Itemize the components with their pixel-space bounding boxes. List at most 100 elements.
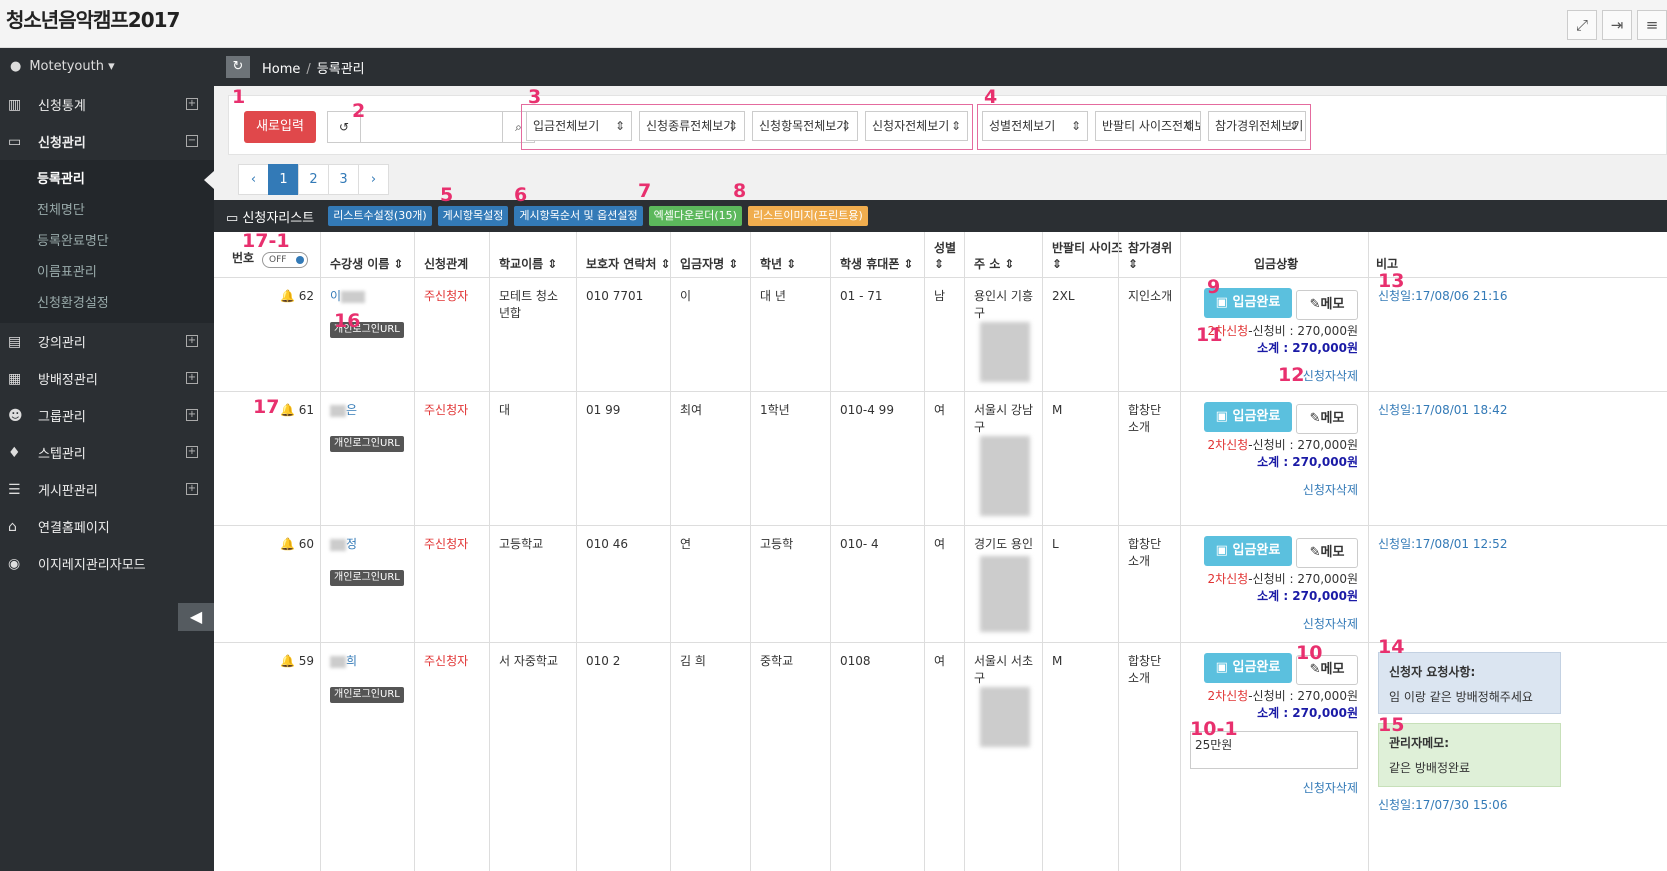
annotation: 2 (352, 100, 366, 122)
annotation: 10 (1296, 642, 1323, 664)
filter-gender[interactable]: 성별전체보기 (982, 111, 1088, 141)
toolbar: 새로입력 ↺ ⌕ 입금전체보기 신청종류전체보기 신청항목전체보기 신청자전체보… (228, 95, 1667, 155)
filter-route[interactable]: 참가경위전체보기 (1208, 111, 1306, 141)
memo-text[interactable]: 25만원 (1190, 731, 1358, 769)
payment-complete-button[interactable]: ▣ 입금완료 (1204, 402, 1292, 432)
annotation: 5 (440, 184, 454, 206)
sidebar-item-apply[interactable]: ▭ 신청관리 − (0, 123, 214, 160)
bell-icon: 🔔 (280, 289, 295, 303)
delete-applicant-link[interactable]: 신청자삭제 (1302, 369, 1358, 383)
submenu-item-complete[interactable]: 등록완료명단 (37, 234, 109, 249)
plus-icon[interactable]: + (186, 98, 198, 110)
refresh-icon[interactable]: ↻ (226, 56, 250, 78)
sidebar-item-group[interactable]: ☻ 그룹관리 + (8, 407, 198, 425)
logout-icon[interactable]: ⇥ (1602, 10, 1632, 40)
login-url-button[interactable]: 개인로그인URL (330, 687, 404, 703)
login-url-button[interactable]: 개인로그인URL (330, 322, 404, 338)
memo-button[interactable]: ✎메모 (1296, 290, 1358, 320)
breadcrumb: ↻ Home / 등록관리 (214, 48, 1667, 86)
login-url-button[interactable]: 개인로그인URL (330, 436, 404, 452)
payment-complete-button[interactable]: ▣ 입금완료 (1204, 653, 1292, 683)
filter-apply-item[interactable]: 신청항목전체보기 (752, 111, 858, 141)
column-settings-button[interactable]: 게시항목설정 (437, 206, 509, 226)
list-title: 신청자리스트 (242, 210, 315, 226)
memo-button[interactable]: ✎메모 (1296, 404, 1358, 434)
menu-icon[interactable]: ≡ (1637, 10, 1667, 40)
filter-shirt-size[interactable]: 반팔티 사이즈전체보기 (1095, 111, 1201, 141)
memo-button[interactable]: ✎메모 (1296, 538, 1358, 568)
plus-icon[interactable]: + (186, 483, 198, 495)
annotation: 11 (1196, 324, 1223, 346)
search-input[interactable] (361, 111, 503, 143)
delete-applicant-link[interactable]: 신청자삭제 (1302, 781, 1358, 795)
minus-icon[interactable]: − (186, 135, 198, 147)
filter-group-a: 입금전체보기 신청종류전체보기 신청항목전체보기 신청자전체보기 (521, 104, 973, 150)
filter-group-b: 성별전체보기 반팔티 사이즈전체보기 참가경위전체보기 (977, 104, 1311, 150)
student-name[interactable]: 이 (330, 288, 366, 305)
plus-icon[interactable]: + (186, 446, 198, 458)
new-entry-button[interactable]: 새로입력 (244, 111, 316, 143)
sidebar-item-staff[interactable]: ♦ 스텝관리 + (8, 444, 198, 462)
bell-icon: 🔔 (280, 537, 295, 551)
annotation: 14 (1378, 636, 1405, 658)
submenu-item-settings[interactable]: 신청환경설정 (37, 296, 109, 311)
number-toggle[interactable]: OFF (262, 252, 308, 268)
student-name[interactable]: 정 (330, 536, 357, 553)
money-icon: ▣ (1215, 409, 1233, 424)
print-image-button[interactable]: 리스트이미지(프린트용) (747, 206, 868, 226)
user-menu[interactable]: ● Motetyouth ▾ (10, 59, 115, 74)
sidebar-item-stats[interactable]: ▥ 신청통계 + (8, 96, 198, 114)
reset-icon[interactable]: ↺ (327, 111, 361, 143)
sidebar-item-home[interactable]: ⌂ 연결홈페이지 (8, 518, 110, 537)
pencil-icon: ✎ (1309, 297, 1321, 312)
filter-payment[interactable]: 입금전체보기 (526, 111, 632, 141)
plus-icon[interactable]: + (186, 335, 198, 347)
submenu-item-register[interactable]: 등록관리 (0, 164, 214, 195)
pencil-icon: ✎ (1309, 411, 1321, 426)
delete-applicant-link[interactable]: 신청자삭제 (1302, 483, 1358, 497)
submenu-item-nametag[interactable]: 이름표관리 (37, 265, 97, 280)
excel-download-button[interactable]: 엑셀다운로더(15) (648, 206, 742, 226)
column-order-button[interactable]: 게시항목순서 및 옵션설정 (514, 206, 643, 226)
sidebar-item-room[interactable]: ▦ 방배정관리 + (8, 370, 198, 388)
login-url-button[interactable]: 개인로그인URL (330, 570, 404, 586)
request-box: 신청자 요청사항: 임 이랑 같은 방배정해주세요 (1378, 652, 1561, 714)
breadcrumb-home[interactable]: Home (262, 61, 301, 77)
student-name[interactable]: 은 (330, 402, 357, 419)
expand-icon[interactable]: ⤢ (1567, 10, 1597, 40)
filter-apply-type[interactable]: 신청종류전체보기 (639, 111, 745, 141)
sidebar-item-lecture[interactable]: ▤ 강의관리 + (8, 333, 198, 351)
money-icon: ▣ (1215, 543, 1233, 558)
list-header: ▭ 신청자리스트 리스트수설정(30개) 게시항목설정 게시항목순서 및 옵션설… (214, 200, 1667, 232)
annotation: 13 (1378, 270, 1405, 292)
filter-applicant[interactable]: 신청자전체보기 (865, 111, 968, 141)
table-row: 🔔 62 이 개인로그인URL 주신청자 모테트 청소년합 010 7701 이… (214, 278, 1667, 392)
payment-complete-button[interactable]: ▣ 입금완료 (1204, 288, 1292, 318)
collapse-sidebar-icon[interactable]: ◀ (178, 603, 214, 631)
bar-chart-icon: ▥ (8, 96, 22, 113)
memo-button[interactable]: ✎메모 (1296, 655, 1358, 685)
submenu: 등록관리 전체명단 등록완료명단 이름표관리 신청환경설정 (0, 160, 214, 323)
sidebar-item-admin[interactable]: ◉ 이지레지관리자모드 (8, 555, 146, 574)
sidebar-item-board[interactable]: ☰ 게시판관리 + (8, 481, 198, 499)
home-icon: ⌂ (8, 518, 17, 535)
table-row: 🔔 60 정 개인로그인URL 주신청자 고등학교 010 46 연 고등학 0… (214, 526, 1667, 643)
users-icon: ☻ (8, 407, 23, 424)
submenu-item-all[interactable]: 전체명단 (37, 203, 85, 218)
payment-complete-button[interactable]: ▣ 입금완료 (1204, 536, 1292, 566)
user-icon: ● (10, 59, 22, 74)
delete-applicant-link[interactable]: 신청자삭제 (1302, 617, 1358, 631)
plus-icon[interactable]: + (186, 372, 198, 384)
money-icon: ▣ (1215, 295, 1233, 310)
page-3[interactable]: 3 (328, 164, 359, 195)
list-count-button[interactable]: 리스트수설정(30개) (328, 206, 432, 226)
page-2[interactable]: 2 (298, 164, 329, 195)
annotation: 3 (528, 86, 542, 108)
student-name[interactable]: 희 (330, 653, 357, 670)
building-icon: ▦ (8, 370, 22, 387)
next-page-icon[interactable]: › (358, 164, 389, 195)
plus-icon[interactable]: + (186, 409, 198, 421)
list-icon: ☰ (8, 481, 21, 498)
page-1[interactable]: 1 (268, 164, 299, 195)
prev-page-icon[interactable]: ‹ (238, 164, 269, 195)
